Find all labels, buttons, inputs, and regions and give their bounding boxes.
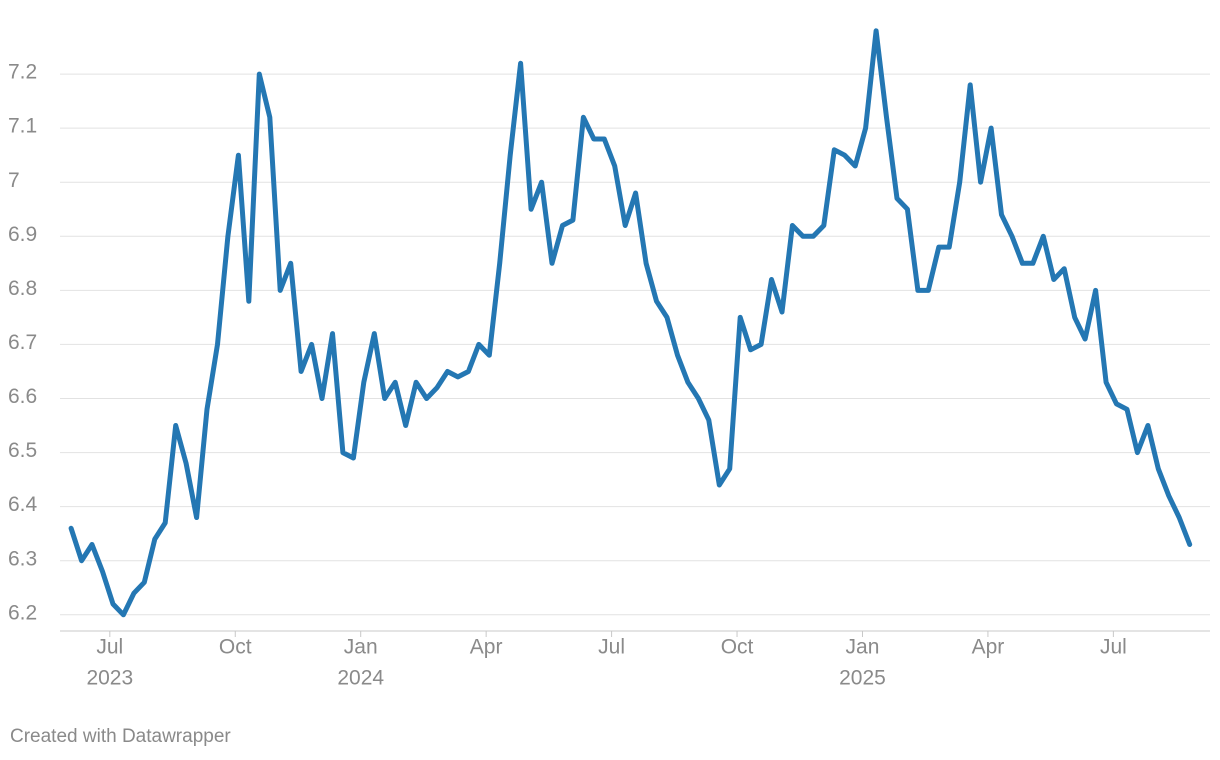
y-tick-label: 6.9 (8, 223, 37, 246)
x-tick-label: Jul (96, 636, 123, 659)
x-tick-label: Jul (598, 636, 625, 659)
x-tick-label: Oct (219, 636, 252, 659)
x-tick-label: Apr (972, 636, 1005, 659)
x-tick-label: Jan (846, 636, 880, 659)
x-tick-year: 2023 (86, 667, 133, 690)
y-tick-label: 6.8 (8, 277, 37, 300)
y-tick-label: 6.2 (8, 601, 37, 624)
y-tick-label: 6.4 (8, 493, 38, 516)
x-tick-label: Jan (344, 636, 378, 659)
y-tick-label: 7.2 (8, 61, 37, 84)
footer: Created with Datawrapper (10, 726, 231, 747)
y-tick-label: 6.7 (8, 331, 37, 354)
x-tick-label: Oct (721, 636, 754, 659)
x-tick-label: Jul (1100, 636, 1127, 659)
x-tick-label: Apr (470, 636, 503, 659)
x-tick-year: 2024 (337, 667, 384, 690)
line-series (68, 28, 1193, 618)
x-tick-year: 2025 (839, 667, 886, 690)
y-tick-label: 6.5 (8, 439, 37, 462)
y-tick-label: 7 (8, 169, 20, 192)
y-tick-label: 6.3 (8, 547, 37, 570)
y-tick-label: 7.1 (8, 115, 37, 138)
y-tick-label: 6.6 (8, 385, 37, 408)
